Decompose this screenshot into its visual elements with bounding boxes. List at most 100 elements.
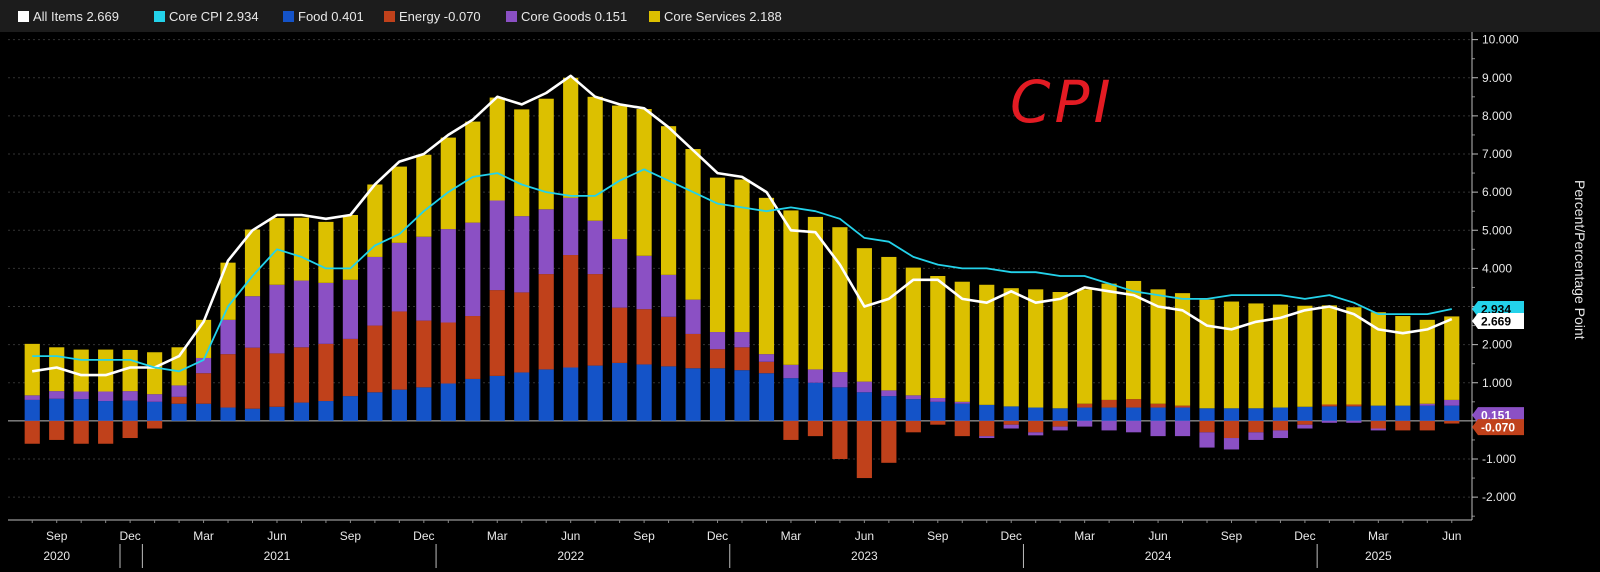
bar-energy bbox=[734, 347, 750, 371]
bar-energy bbox=[685, 333, 701, 369]
bar-core-services bbox=[293, 217, 310, 281]
legend-label-4: Core Goods 0.151 bbox=[521, 9, 627, 24]
bar-core-goods bbox=[612, 239, 628, 308]
bar-core-goods bbox=[685, 299, 701, 334]
bar-food bbox=[538, 369, 554, 421]
bar-energy bbox=[318, 343, 334, 402]
bar-core-services bbox=[930, 276, 946, 398]
bar-food bbox=[685, 368, 701, 421]
y-tick-label: -1.000 bbox=[1482, 452, 1516, 466]
bar-core-services bbox=[783, 210, 799, 365]
bar-food bbox=[807, 382, 824, 421]
bar-food bbox=[734, 370, 750, 421]
bar-core-goods bbox=[881, 390, 897, 397]
x-year-label: 2022 bbox=[557, 549, 584, 563]
bar-energy bbox=[1444, 420, 1460, 424]
bar-energy bbox=[1272, 420, 1289, 431]
x-tick-label: Mar bbox=[1368, 529, 1389, 543]
bar-food bbox=[1248, 408, 1264, 421]
bar-core-goods bbox=[734, 332, 750, 348]
bar-food bbox=[465, 378, 481, 421]
bar-core-services bbox=[954, 281, 970, 402]
bar-food bbox=[1174, 407, 1191, 421]
bars bbox=[24, 77, 1460, 479]
bar-energy bbox=[1248, 420, 1264, 433]
bar-food bbox=[587, 365, 603, 421]
bar-core-services bbox=[98, 349, 114, 392]
legend-label-0: All Items 2.669 bbox=[33, 9, 119, 24]
bar-core-goods bbox=[1052, 426, 1068, 431]
bar-core-goods bbox=[416, 236, 432, 321]
bar-core-goods bbox=[514, 216, 530, 293]
bar-energy bbox=[1126, 399, 1142, 408]
bar-core-services bbox=[1003, 288, 1019, 407]
bar-energy bbox=[758, 361, 775, 374]
bar-food bbox=[318, 401, 334, 421]
bar-energy bbox=[1101, 399, 1117, 408]
bar-core-services bbox=[1346, 307, 1362, 405]
legend-swatch-2 bbox=[283, 11, 294, 22]
bar-core-services bbox=[1272, 304, 1289, 408]
bar-core-goods bbox=[832, 372, 848, 388]
bar-core-services bbox=[49, 347, 65, 392]
bar-food bbox=[147, 401, 163, 421]
bar-core-goods bbox=[293, 280, 310, 348]
bar-core-services bbox=[881, 256, 897, 391]
bar-core-services bbox=[171, 347, 187, 386]
bar-core-services bbox=[832, 227, 848, 373]
bar-energy bbox=[514, 292, 530, 373]
y-tick-label: 7.000 bbox=[1482, 147, 1512, 161]
end-label-text: 2.669 bbox=[1481, 315, 1511, 329]
bar-energy bbox=[367, 325, 383, 393]
bar-core-services bbox=[660, 126, 677, 275]
y-tick-label: -2.000 bbox=[1482, 490, 1516, 504]
legend-bar bbox=[0, 0, 1600, 32]
bar-core-goods bbox=[856, 381, 872, 393]
bar-food bbox=[856, 392, 872, 421]
bar-energy bbox=[1321, 404, 1337, 407]
bar-energy bbox=[293, 347, 310, 403]
bar-food bbox=[1126, 407, 1142, 421]
bar-energy bbox=[342, 338, 358, 397]
bar-core-goods bbox=[171, 385, 187, 397]
bar-core-goods bbox=[538, 209, 554, 275]
bar-core-goods bbox=[147, 394, 163, 402]
bar-core-goods bbox=[244, 296, 261, 348]
x-tick-label: Jun bbox=[561, 529, 580, 543]
legend-swatch-1 bbox=[154, 11, 165, 22]
bar-core-goods bbox=[1077, 420, 1093, 427]
bar-energy bbox=[1150, 403, 1166, 408]
bar-core-goods bbox=[1199, 432, 1215, 448]
bar-food bbox=[1052, 408, 1068, 421]
bar-core-services bbox=[440, 137, 456, 230]
bar-core-goods bbox=[122, 391, 138, 401]
bar-core-goods bbox=[905, 395, 921, 400]
x-year-label: 2023 bbox=[851, 549, 878, 563]
bar-core-goods bbox=[1174, 420, 1191, 437]
y-axis-label: Percent/Percentage Point bbox=[1572, 180, 1588, 340]
bar-food bbox=[514, 372, 530, 421]
bar-energy bbox=[1346, 404, 1362, 407]
bar-food bbox=[489, 375, 505, 421]
x-tick-label: Dec bbox=[707, 529, 728, 543]
bar-core-services bbox=[1370, 312, 1386, 406]
bar-core-services bbox=[244, 229, 261, 297]
bar-energy bbox=[1028, 420, 1044, 433]
bar-energy bbox=[122, 420, 138, 439]
bar-energy bbox=[1223, 420, 1240, 439]
bar-core-services bbox=[342, 215, 358, 280]
bar-core-services bbox=[416, 154, 432, 237]
bar-core-services bbox=[709, 177, 726, 333]
bar-core-services bbox=[1174, 293, 1191, 406]
line-core-cpi bbox=[32, 168, 1452, 373]
bar-core-goods bbox=[930, 398, 946, 402]
bar-energy bbox=[587, 274, 603, 366]
bar-core-goods bbox=[440, 229, 456, 323]
x-tick-label: Jun bbox=[267, 529, 286, 543]
bar-core-services bbox=[1321, 305, 1337, 405]
bar-food bbox=[1444, 405, 1460, 421]
bar-core-goods bbox=[98, 391, 114, 402]
x-tick-label: Dec bbox=[413, 529, 434, 543]
bar-energy bbox=[1003, 420, 1019, 425]
bar-food bbox=[24, 399, 40, 421]
